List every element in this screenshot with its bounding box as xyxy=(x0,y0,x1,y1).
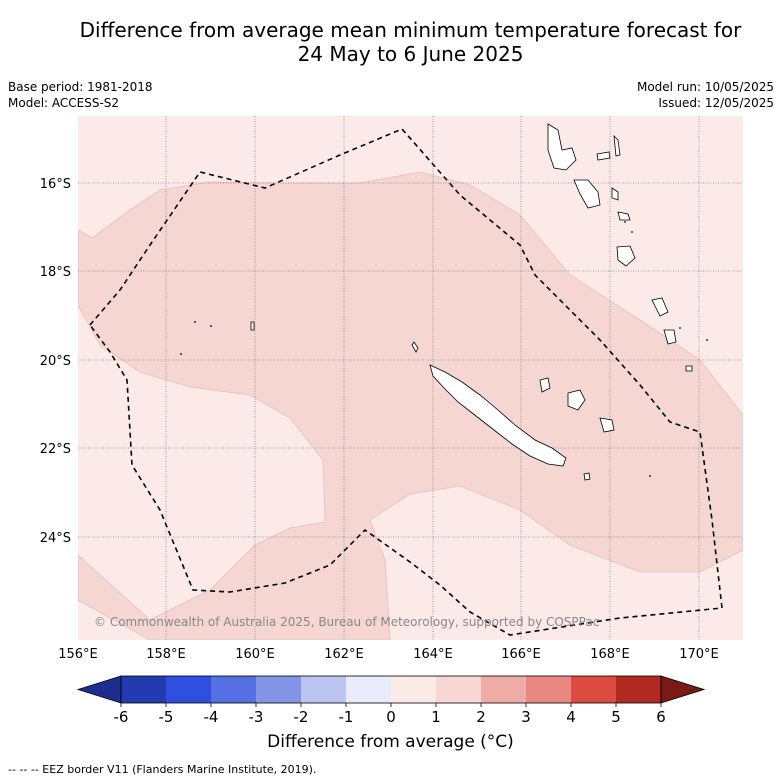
colorbar-tick-label: 0 xyxy=(386,708,396,726)
colorbar-tick-label: 4 xyxy=(566,708,576,726)
colorbar-segment xyxy=(481,676,526,703)
efate-island xyxy=(617,211,631,221)
model-name: Model: ACCESS-S2 xyxy=(8,96,120,110)
coastlines xyxy=(250,123,693,481)
pentecost-island xyxy=(611,187,619,201)
metadata-left: Base period: 1981-2018 Model: ACCESS-S2 xyxy=(8,79,153,111)
malekula-island xyxy=(573,179,601,209)
colorbar-tick-label: 6 xyxy=(656,708,666,726)
erromango-island xyxy=(616,245,636,267)
colorbar-tick-label: -6 xyxy=(114,708,129,726)
isle-of-pines xyxy=(583,472,591,481)
colorbar-segment xyxy=(391,676,436,703)
lat-label-16s: 16°S xyxy=(40,177,71,192)
chesterfield-reef xyxy=(250,321,255,331)
lon-label-168e: 168°E xyxy=(590,647,630,662)
colorbar-segment xyxy=(616,676,661,703)
metadata-right: Model run: 10/05/2025 Issued: 12/05/2025 xyxy=(637,79,774,111)
lon-label-164e: 164°E xyxy=(413,647,453,662)
colorbar-tick-label: 3 xyxy=(521,708,531,726)
map-title: Difference from average mean minimum tem… xyxy=(0,18,781,66)
latitude-labels: 16°S 18°S 20°S 22°S 24°S xyxy=(40,177,71,546)
title-line-2: 24 May to 6 June 2025 xyxy=(297,42,524,66)
title-line-1: Difference from average mean minimum tem… xyxy=(79,18,742,42)
small-islets xyxy=(180,221,708,477)
colorbar-segment xyxy=(526,676,571,703)
colorbar-extend-low xyxy=(76,675,122,704)
lon-label-162e: 162°E xyxy=(324,647,364,662)
colorbar-segment xyxy=(121,676,166,703)
belep-islands xyxy=(411,341,419,353)
lat-label-24s: 24°S xyxy=(40,531,71,546)
colorbar-extend-high xyxy=(660,675,706,704)
graticule xyxy=(78,116,743,640)
eez-legend-footnote: -- -- -- EEZ border V11 (Flanders Marine… xyxy=(8,763,317,776)
colorbar-title: Difference from average (°C) xyxy=(267,732,514,752)
longitude-labels: 156°E 158°E 160°E 162°E 164°E 166°E 168°… xyxy=(58,647,719,662)
lon-label-160e: 160°E xyxy=(235,647,275,662)
lon-label-170e: 170°E xyxy=(679,647,719,662)
colorbar-tick-label: -4 xyxy=(204,708,219,726)
lon-label-158e: 158°E xyxy=(146,647,186,662)
colorbar-tick-label: -1 xyxy=(339,708,354,726)
mare-island xyxy=(599,417,615,433)
ambae-island xyxy=(596,151,611,161)
colorbar-segment xyxy=(346,676,391,703)
ouvea-island xyxy=(539,377,551,393)
issued-date: Issued: 12/05/2025 xyxy=(658,96,774,110)
anomaly-region-0-to-1 xyxy=(78,171,743,640)
colorbar-tick-label: 5 xyxy=(611,708,621,726)
hunter-island xyxy=(685,365,693,372)
lat-label-22s: 22°S xyxy=(40,442,71,457)
colorbar-tick-label: 2 xyxy=(476,708,486,726)
colorbar-segment xyxy=(436,676,481,703)
copyright-text: © Commonwealth of Australia 2025, Bureau… xyxy=(94,615,599,629)
colorbar: -6 -5 -4 -3 -2 -1 0 1 2 3 4 5 6 xyxy=(76,675,706,726)
new-caledonia-island xyxy=(429,364,567,467)
colorbar-tick-label: -2 xyxy=(294,708,309,726)
colorbar-tick-label: -5 xyxy=(159,708,174,726)
colorbar-segment xyxy=(571,676,616,703)
colorbar-segment xyxy=(256,676,301,703)
lifou-island xyxy=(567,389,586,411)
model-run: Model run: 10/05/2025 xyxy=(636,80,774,94)
lon-label-156e: 156°E xyxy=(58,647,98,662)
colorbar-segment xyxy=(166,676,211,703)
lat-label-20s: 20°S xyxy=(40,354,71,369)
colorbar-tick-label: -3 xyxy=(249,708,264,726)
colorbar-segment xyxy=(301,676,346,703)
lon-label-166e: 166°E xyxy=(501,647,541,662)
espiritu-santo-island xyxy=(547,123,577,171)
base-period: Base period: 1981-2018 xyxy=(8,80,153,94)
colorbar-segment xyxy=(211,676,256,703)
tanna-island xyxy=(651,297,669,317)
maewo-island xyxy=(613,134,621,157)
colorbar-tick-label: 1 xyxy=(431,708,441,726)
aneityum-island xyxy=(663,329,677,345)
lat-label-18s: 18°S xyxy=(40,265,71,280)
